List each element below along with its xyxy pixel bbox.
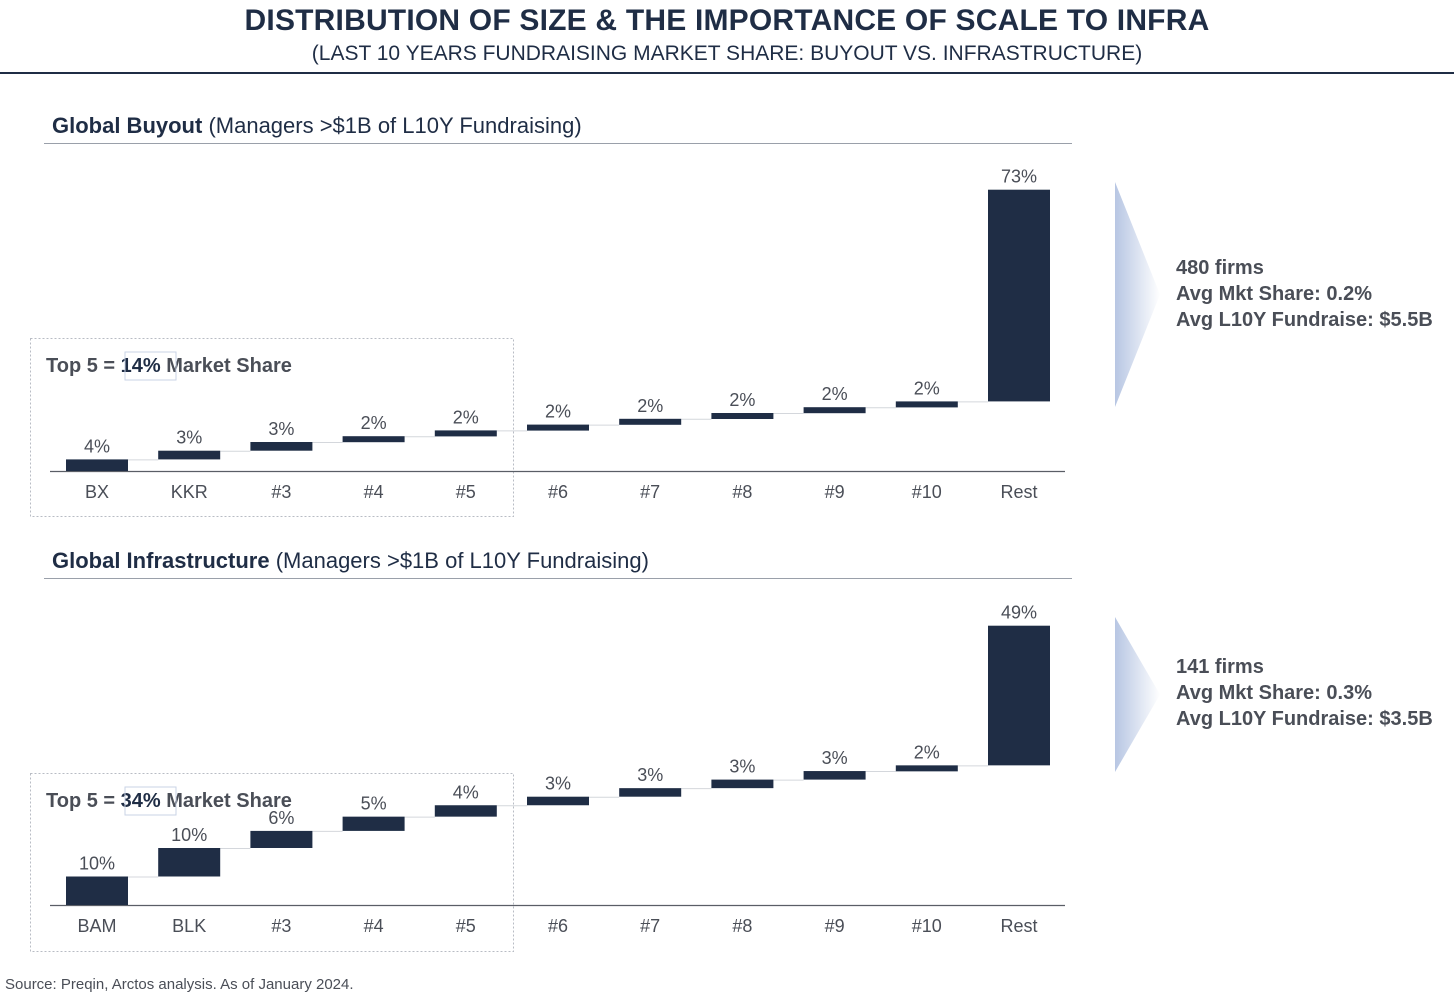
buyout-bar-3: [250, 442, 313, 451]
page-title: DISTRIBUTION OF SIZE & THE IMPORTANCE OF…: [244, 4, 1210, 37]
infra-category-label: BAM: [77, 916, 116, 936]
infra-data-label: 3%: [822, 748, 848, 768]
infra-data-label: 10%: [79, 854, 115, 874]
buyout-bar-8: [711, 413, 774, 419]
infra-category-label: BLK: [172, 916, 206, 936]
infra-bar-11: [988, 625, 1050, 766]
buyout-data-label: 3%: [176, 428, 202, 448]
infra-bar-10: [895, 765, 958, 772]
infra-category-label: #5: [456, 916, 476, 936]
buyout-chart-title: Global Buyout (Managers >$1B of L10Y Fun…: [52, 113, 582, 138]
infra-data-label: 5%: [361, 794, 387, 814]
infra-bar-8: [711, 779, 774, 789]
buyout-top5-highlight: [124, 351, 177, 381]
infra-category-label: Rest: [1000, 916, 1037, 936]
buyout-category-label: BX: [85, 482, 109, 502]
buyout-category-label: KKR: [171, 482, 208, 502]
buyout-category-label: #9: [825, 482, 845, 502]
buyout-category-label: #4: [364, 482, 384, 502]
buyout-bar-10: [895, 401, 958, 408]
infra-stat-avg-fundraise: Avg L10Y Fundraise: $3.5B: [1176, 708, 1433, 730]
buyout-top5-box: [30, 338, 514, 517]
infrastructure-waterfall-chart: Global Infrastructure (Managers >$1B of …: [30, 548, 1160, 952]
page-subtitle: (LAST 10 YEARS FUNDRAISING MARKET SHARE:…: [311, 42, 1143, 65]
buyout-waterfall-chart: Global Buyout (Managers >$1B of L10Y Fun…: [30, 113, 1160, 517]
buyout-bar-6: [527, 424, 589, 431]
infra-bar-9: [803, 771, 866, 780]
infrastructure-stats: 141 firms Avg Mkt Share: 0.3% Avg L10Y F…: [1176, 654, 1433, 732]
infra-category-label: #3: [271, 916, 291, 936]
buyout-bar-9: [803, 407, 866, 414]
buyout-data-label: 2%: [729, 390, 755, 410]
buyout-data-label: 3%: [268, 419, 294, 439]
infra-bar-7: [619, 788, 682, 797]
infra-chart-title: Global Infrastructure (Managers >$1B of …: [52, 548, 649, 573]
buyout-bar-7: [619, 418, 682, 425]
buyout-bar-2: [158, 450, 221, 460]
buyout-bar-11: [988, 189, 1050, 402]
infra-category-label: #10: [912, 916, 942, 936]
infra-bar-4: [342, 816, 405, 831]
infra-data-label: 3%: [637, 765, 663, 785]
infra-stat-firms: 141 firms: [1176, 656, 1264, 678]
infra-category-label: #4: [364, 916, 384, 936]
source-note: Source: Preqin, Arctos analysis. As of J…: [5, 976, 354, 993]
buyout-stat-firms: 480 firms: [1176, 257, 1264, 279]
infra-category-label: #6: [548, 916, 568, 936]
buyout-top5-label: Top 5 = 14% Market Share: [46, 355, 292, 377]
buyout-data-label: 2%: [545, 402, 571, 422]
buyout-stats: 480 firms Avg Mkt Share: 0.2% Avg L10Y F…: [1176, 255, 1433, 333]
buyout-bar-1: [66, 459, 128, 471]
infra-stat-avg-share: Avg Mkt Share: 0.3%: [1176, 682, 1372, 704]
buyout-data-label: 2%: [914, 378, 940, 398]
buyout-data-label: 2%: [453, 407, 479, 427]
infra-data-label: 2%: [914, 742, 940, 762]
buyout-data-label: 2%: [822, 384, 848, 404]
infra-data-label: 4%: [453, 782, 479, 802]
buyout-stat-avg-fundraise: Avg L10Y Fundraise: $5.5B: [1176, 309, 1433, 331]
infra-data-label: 3%: [545, 774, 571, 794]
infra-category-label: #7: [640, 916, 660, 936]
infra-bar-6: [527, 796, 589, 806]
infra-data-label: 3%: [729, 757, 755, 777]
infra-data-label: 10%: [171, 825, 207, 845]
buyout-pointer-arrow: [1115, 182, 1160, 407]
buyout-data-label: 4%: [84, 436, 110, 456]
infra-top5-box: [30, 773, 514, 952]
infra-data-label: 49%: [1001, 603, 1037, 623]
infra-category-label: #8: [732, 916, 752, 936]
buyout-category-label: #8: [732, 482, 752, 502]
infra-bar-2: [158, 848, 221, 877]
buyout-category-label: #10: [912, 482, 942, 502]
infra-pointer-arrow: [1115, 617, 1160, 772]
buyout-bar-5: [434, 430, 497, 437]
infra-category-label: #9: [825, 916, 845, 936]
infra-top5-label: Top 5 = 34% Market Share: [46, 790, 292, 812]
buyout-category-label: #6: [548, 482, 568, 502]
infra-data-label: 6%: [268, 808, 294, 828]
buyout-bar-4: [342, 436, 405, 443]
infra-bar-5: [434, 805, 497, 817]
buyout-data-label: 2%: [361, 413, 387, 433]
infra-top5-highlight: [124, 786, 177, 816]
buyout-data-label: 2%: [637, 396, 663, 416]
title-divider: [0, 72, 1454, 74]
buyout-category-label: #7: [640, 482, 660, 502]
infra-bar-1: [66, 876, 128, 905]
buyout-category-label: #5: [456, 482, 476, 502]
infra-bar-3: [250, 830, 313, 848]
buyout-category-label: #3: [271, 482, 291, 502]
buyout-stat-avg-share: Avg Mkt Share: 0.2%: [1176, 283, 1372, 305]
buyout-category-label: Rest: [1000, 482, 1037, 502]
buyout-data-label: 73%: [1001, 167, 1037, 187]
